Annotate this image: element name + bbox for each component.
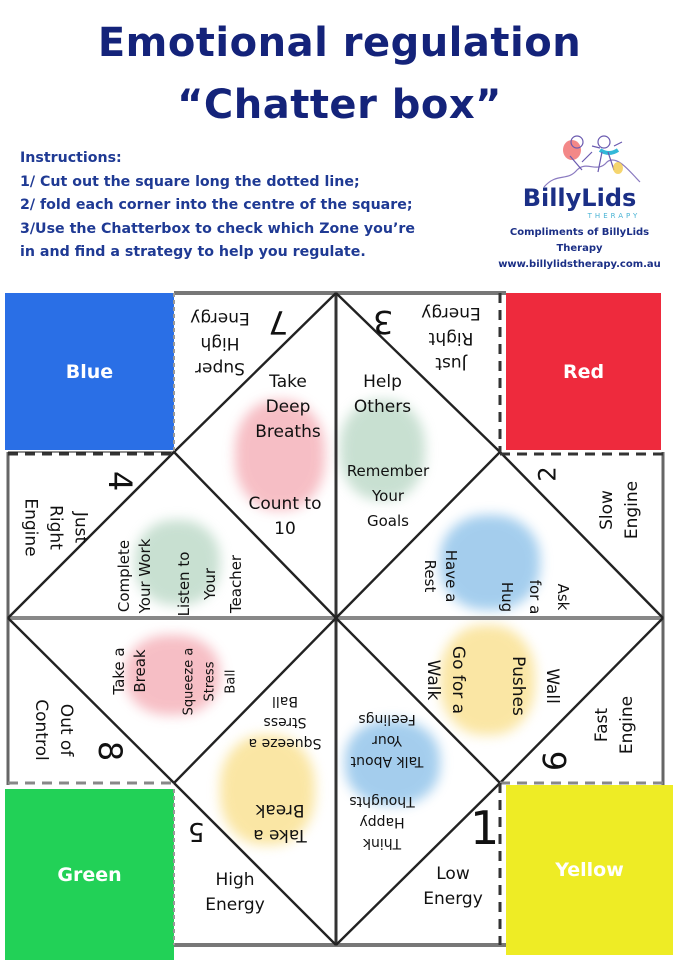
strategy-take-deep-breaths: Take Deep Breaths — [255, 372, 321, 442]
page-title-line2: “Chatter box” — [177, 82, 502, 128]
zone-red: Red — [506, 293, 661, 450]
credit-line: Therapy — [556, 243, 603, 254]
strategy-ask-for-hug: Ask for a Hug — [498, 579, 572, 615]
red-watercolor-blob — [235, 400, 325, 510]
flap-label-just-right-engine: Just Right Engine — [20, 498, 91, 557]
zone-blue: Blue — [5, 293, 174, 450]
flap-number-2: 2 — [533, 466, 562, 482]
blue-watercolor-blob — [345, 720, 440, 805]
flap-label-out-of-control: Out of Control — [31, 699, 76, 761]
instruction-step: 3/Use the Chatterbox to check which Zone… — [20, 220, 415, 237]
green-watercolor-blob — [135, 520, 220, 605]
strategy-have-rest: Have a Rest — [421, 549, 460, 603]
credit-line: Compliments of BillyLids — [509, 227, 650, 238]
instruction-step: 1/ Cut out the square long the dotted li… — [20, 173, 360, 190]
blue-watercolor-blob — [440, 515, 540, 610]
zone-label: Green — [57, 863, 122, 886]
strategy-complete-work: Complete Your Work — [115, 538, 154, 614]
flap-number-4: 4 — [101, 470, 140, 492]
flap-label-fast-engine: Fast Engine — [592, 695, 637, 755]
yellow-watercolor-blob — [440, 625, 535, 735]
flap-label-high-energy: High Energy — [205, 870, 265, 915]
strategy-happy-thoughts: Think Happy Thoughts — [349, 793, 415, 851]
children-playing-icon — [543, 135, 641, 188]
strategy-squeeze-ball-bottom: Squeeze a Stress Ball — [248, 693, 322, 751]
strategy-listen-teacher: Listen to Your Teacher — [175, 551, 245, 617]
strategy-take-break-left: Take a Break — [110, 647, 149, 695]
instruction-step: 2/ fold each corner into the centre of t… — [20, 197, 413, 213]
zone-label: Yellow — [555, 859, 624, 881]
flap-label-super-high-energy: Super High Energy — [190, 308, 250, 378]
zone-label: Blue — [65, 360, 114, 383]
green-watercolor-blob — [340, 400, 425, 500]
instructions: Instructions: 1/ Cut out the square long… — [20, 147, 450, 265]
flap-number-3: 3 — [373, 303, 394, 341]
zone-label: Red — [562, 360, 605, 383]
logo-subtitle: THERAPY — [587, 212, 641, 220]
strategy-wall-pushes: Wall Pushes — [508, 656, 562, 716]
flap-label-just-right-energy: Just Right Energy — [421, 303, 481, 373]
instructions-heading: Instructions: — [20, 150, 122, 166]
zone-green: Green — [5, 789, 174, 960]
flap-label-slow-engine: Slow Engine — [597, 480, 642, 540]
flap-label-low-energy: Low Energy — [423, 864, 483, 909]
page-title-line1: Emotional regulation — [97, 20, 582, 66]
flap-number-8: 8 — [91, 740, 130, 762]
flap-number-1: 1 — [470, 801, 500, 855]
flap-number-7: 7 — [268, 303, 289, 341]
strategy-help-others: Help Others — [353, 372, 412, 417]
zone-yellow: Yellow — [506, 785, 673, 955]
instruction-step: in and find a strategy to help you regul… — [20, 244, 366, 260]
yellow-watercolor-blob — [220, 735, 315, 845]
credit: Compliments of BillyLids Therapy www.bil… — [482, 225, 677, 273]
strategy-take-break-bottom: Take a Break — [253, 800, 307, 845]
flap-number-6: 6 — [536, 750, 575, 772]
website-link[interactable]: www.billylidstherapy.com.au — [498, 259, 661, 270]
strategy-talk-about-feelings: Talk About Your Feelings — [350, 711, 424, 769]
logo-name: BillyLids — [522, 184, 637, 212]
red-watercolor-blob — [125, 635, 220, 715]
flap-number-5: 5 — [188, 816, 205, 846]
strategy-count-to-10: Count to 10 — [248, 494, 322, 539]
strategy-squeeze-ball-left: Squeeze a Stress Ball — [181, 647, 239, 716]
strategy-remember-goals: Remember Your Goals — [346, 462, 430, 530]
